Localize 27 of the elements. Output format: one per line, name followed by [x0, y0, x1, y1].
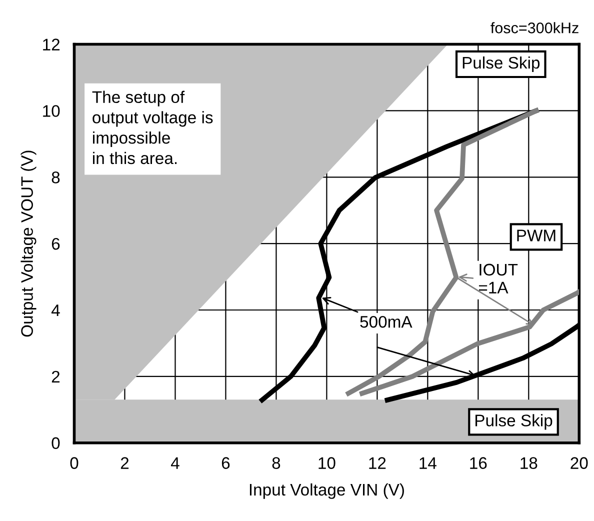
x-tick-label: 8 [272, 457, 280, 469]
y-tick-label: 2 [52, 370, 60, 382]
annotation: Pulse Skip [462, 56, 540, 72]
x-tick-label: 12 [369, 457, 386, 469]
annotation: Pulse Skip [476, 414, 552, 430]
x-tick-label: 20 [570, 457, 588, 469]
y-tick-label: 6 [52, 238, 60, 250]
annotation: The setup of output voltage is impossible in this area. [92, 90, 213, 164]
x-tick-label: 10 [318, 457, 336, 469]
chart-title: fosc=300kHz [490, 22, 578, 34]
y-tick-label: 12 [43, 38, 60, 50]
annotation: 500mA [360, 316, 412, 328]
y-tick-label: 4 [51, 304, 60, 316]
annotation: PWM [517, 230, 556, 242]
x-tick-label: 16 [470, 457, 487, 469]
x-tick-label: 14 [420, 457, 436, 469]
x-tick-label: 6 [222, 457, 230, 469]
y-tick-label: 10 [43, 105, 60, 117]
x-axis-title: Input Voltage VIN (V) [250, 483, 404, 499]
y-axis-title: Output Voltage VOUT (V) [20, 150, 36, 337]
x-tick-label: 2 [120, 457, 129, 469]
annotation: IOUT =1A [478, 264, 518, 294]
y-tick-label: 0 [52, 437, 60, 450]
x-tick-label: 4 [170, 457, 180, 469]
x-tick-label: 18 [520, 457, 538, 469]
x-tick-label: 0 [70, 457, 78, 469]
y-tick-label: 8 [52, 172, 60, 184]
